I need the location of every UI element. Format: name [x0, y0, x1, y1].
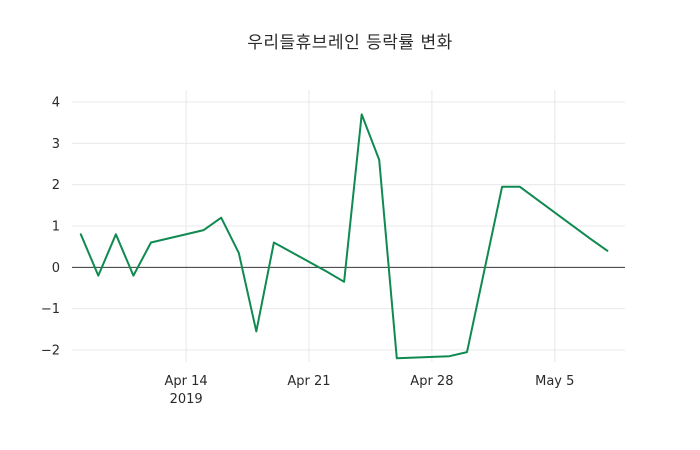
y-tick-label: 0: [52, 261, 60, 276]
x-axis-ticks: Apr 14 2019 Apr 21 Apr 28 May 5: [165, 374, 575, 407]
x-tick-label: Apr 21: [287, 374, 330, 389]
y-tick-label: −2: [41, 344, 60, 359]
gridlines: [72, 90, 625, 362]
x-tick-sublabel: 2019: [170, 392, 203, 407]
series-line: [79, 113, 609, 360]
y-tick-label: 2: [52, 178, 60, 193]
y-tick-label: 4: [52, 95, 60, 110]
y-tick-label: −1: [41, 302, 60, 317]
y-tick-label: 3: [52, 137, 60, 152]
y-tick-label: 1: [52, 220, 60, 235]
x-tick-label: Apr 14: [165, 374, 208, 389]
x-tick-label: Apr 28: [410, 374, 453, 389]
chart-title: 우리들휴브레인 등락률 변화: [247, 33, 453, 53]
y-axis-ticks: −2 −1 0 1 2 3 4: [41, 95, 60, 358]
x-tick-label: May 5: [535, 374, 574, 389]
